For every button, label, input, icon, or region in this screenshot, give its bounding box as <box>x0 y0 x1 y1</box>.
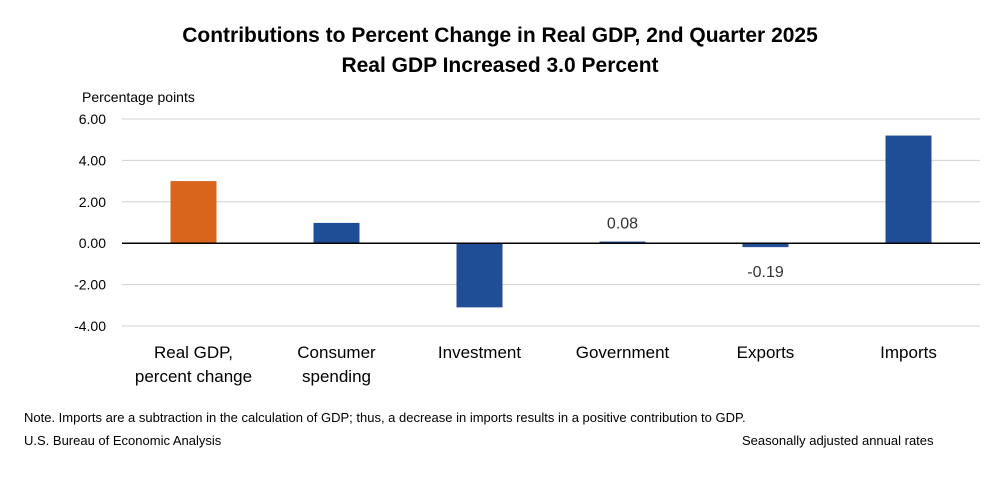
bar <box>885 135 932 244</box>
y-tick-label: 4.00 <box>79 152 106 168</box>
data-label: 0.08 <box>607 216 638 233</box>
x-category-label: percent change <box>135 367 252 386</box>
bar <box>170 181 217 244</box>
bar <box>313 222 360 244</box>
bar <box>456 243 503 308</box>
x-category-label: Imports <box>880 343 937 362</box>
bar <box>742 243 789 248</box>
bar <box>599 241 646 244</box>
footnote: Note. Imports are a subtraction in the c… <box>24 410 746 425</box>
x-category-label: Exports <box>737 343 795 362</box>
x-category-label: Consumer <box>297 343 376 362</box>
y-axis-label: Percentage points <box>82 89 195 105</box>
chart-area: 6.00 4.00 2.00 0.00 -2.00 -4.00 Real GDP, perce… <box>74 111 980 386</box>
y-tick-label: 0.00 <box>79 235 106 251</box>
chart-subtitle: Real GDP Increased 3.0 Percent <box>341 54 659 77</box>
y-tick-label: 2.00 <box>79 194 106 210</box>
y-tick-label: -4.00 <box>74 318 106 334</box>
chart-title: Contributions to Percent Change in Real … <box>182 24 818 47</box>
source-credit: U.S. Bureau of Economic Analysis <box>24 433 222 448</box>
seasonal-adjustment-note: Seasonally adjusted annual rates <box>742 433 934 448</box>
x-category-label: Investment <box>438 343 521 362</box>
data-label: -0.19 <box>747 264 784 281</box>
y-tick-label: -2.00 <box>74 277 106 293</box>
y-tick-label: 6.00 <box>79 111 106 127</box>
x-category-label: Real GDP, <box>154 343 233 362</box>
x-category-label: Government <box>576 343 670 362</box>
x-category-label: spending <box>302 367 371 386</box>
